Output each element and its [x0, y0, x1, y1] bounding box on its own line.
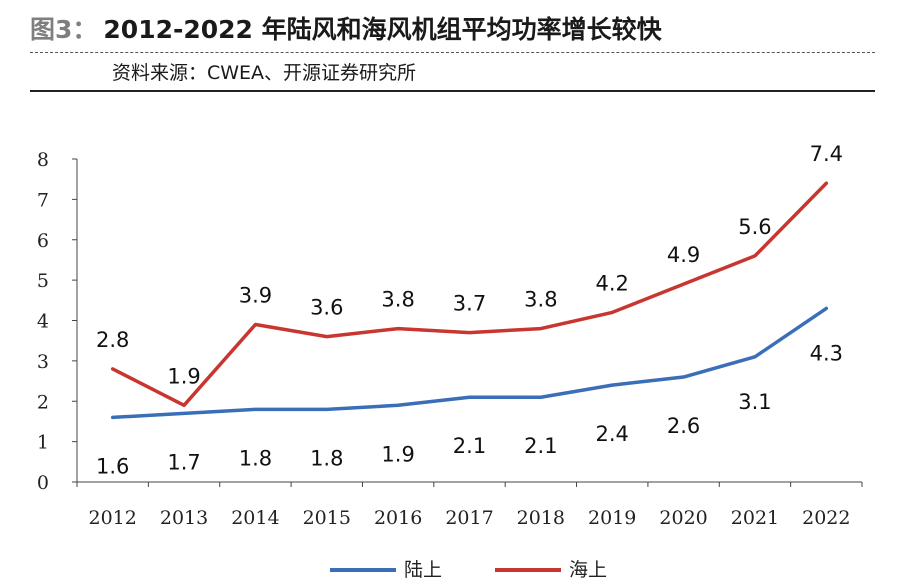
data-label-onshore: 3.1 — [738, 390, 771, 414]
data-label-offshore: 1.9 — [167, 364, 200, 388]
data-label-offshore: 4.2 — [596, 271, 629, 295]
data-label-offshore: 3.8 — [381, 288, 414, 312]
figure-title-text: 2012-2022 年陆风和海风机组平均功率增长较快 — [103, 15, 662, 44]
data-label-offshore: 3.9 — [239, 284, 272, 308]
data-label-offshore: 3.8 — [524, 288, 557, 312]
x-tick-label: 2018 — [517, 507, 565, 529]
x-tick-label: 2016 — [374, 507, 422, 529]
legend-label: 陆上 — [404, 559, 442, 581]
data-label-onshore: 1.8 — [310, 446, 343, 470]
data-label-onshore: 4.3 — [810, 341, 843, 365]
x-tick-label: 2012 — [89, 507, 137, 529]
data-label-offshore: 3.6 — [310, 296, 343, 320]
y-tick-label: 3 — [37, 351, 49, 373]
data-label-onshore: 2.4 — [596, 422, 629, 446]
y-tick-label: 4 — [37, 311, 49, 333]
x-tick-label: 2013 — [160, 507, 208, 529]
source-note: 资料来源：CWEA、开源证券研究所 — [112, 62, 417, 84]
x-tick-label: 2015 — [303, 507, 351, 529]
legend-label: 海上 — [569, 559, 607, 581]
data-label-onshore: 1.7 — [167, 450, 200, 474]
y-tick-label: 1 — [37, 432, 49, 454]
data-label-onshore: 2.6 — [667, 414, 700, 438]
x-tick-label: 2021 — [731, 507, 779, 529]
y-tick-label: 0 — [37, 472, 49, 494]
series-line-0 — [110, 306, 829, 420]
data-label-onshore: 2.1 — [453, 434, 486, 458]
data-label-offshore: 4.9 — [667, 243, 700, 267]
x-tick-label: 2022 — [802, 507, 850, 529]
data-label-offshore: 5.6 — [738, 215, 771, 239]
figure-title: 图3： 2012-2022 年陆风和海风机组平均功率增长较快 — [30, 10, 662, 46]
data-label-offshore: 7.4 — [810, 142, 843, 166]
y-tick-label: 5 — [37, 270, 49, 292]
figure-label: 图3： — [30, 15, 98, 44]
x-tick-label: 2017 — [445, 507, 493, 529]
title-divider-dashed — [30, 52, 875, 53]
data-label-onshore: 1.8 — [239, 446, 272, 470]
header-divider-solid — [30, 90, 875, 92]
x-tick-label: 2014 — [231, 507, 279, 529]
data-label-onshore: 2.1 — [524, 434, 557, 458]
x-tick-label: 2020 — [659, 507, 707, 529]
data-label-onshore: 1.9 — [381, 442, 414, 466]
y-tick-label: 7 — [37, 189, 49, 211]
series-line-1 — [110, 181, 829, 408]
y-tick-label: 2 — [37, 391, 49, 413]
x-tick-label: 2019 — [588, 507, 636, 529]
y-tick-label: 6 — [37, 230, 49, 252]
data-label-offshore: 2.8 — [96, 328, 129, 352]
y-tick-label: 8 — [37, 149, 49, 171]
data-label-onshore: 1.6 — [96, 454, 129, 478]
data-label-offshore: 3.7 — [453, 292, 486, 316]
